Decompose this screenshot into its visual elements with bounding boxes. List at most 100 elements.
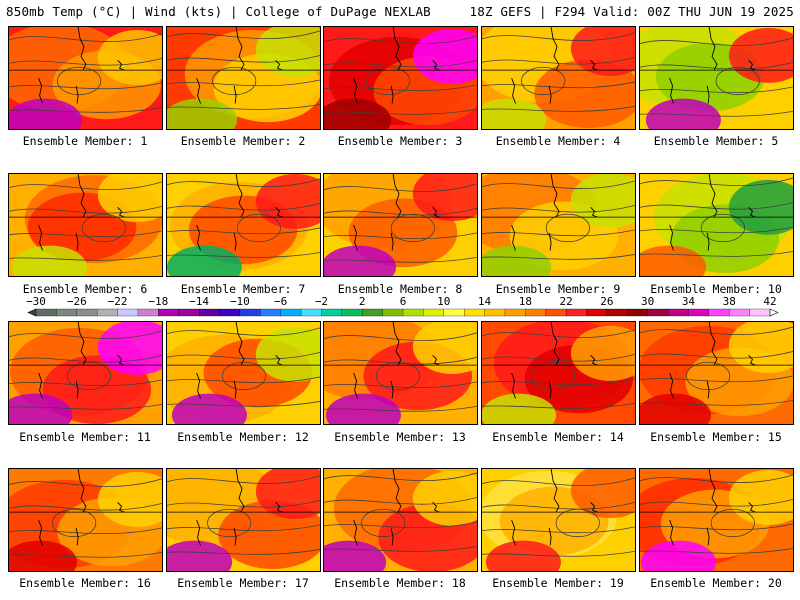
colorbar-swatch — [749, 308, 771, 317]
map-title: 850mb Temp (°C) | Wind (kts) | College o… — [6, 4, 431, 19]
temperature-map — [9, 174, 162, 276]
ensemble-member-label: Ensemble Member: 10 — [650, 282, 782, 296]
colorbar-swatch — [382, 308, 404, 317]
temperature-map — [9, 27, 162, 129]
ensemble-panel — [8, 468, 163, 572]
colorbar-tick-label: 38 — [723, 296, 736, 308]
ensemble-member-label: Ensemble Member: 5 — [653, 134, 779, 148]
ensemble-panel — [8, 173, 163, 277]
colorbar-swatch — [239, 308, 261, 317]
colorbar-tick-label: 2 — [359, 296, 366, 308]
colorbar-swatch — [97, 308, 119, 317]
ensemble-member-label: Ensemble Member: 16 — [19, 576, 151, 590]
colorbar-swatch — [362, 308, 384, 317]
temperature-map — [167, 27, 320, 129]
ensemble-member-label: Ensemble Member: 7 — [180, 282, 306, 296]
temperature-map — [640, 469, 793, 571]
colorbar-tick-label: 26 — [600, 296, 613, 308]
colorbar-tick-label: −2 — [315, 296, 328, 308]
colorbar-tick-label: −6 — [274, 296, 287, 308]
colorbar-tick-label: −18 — [148, 296, 168, 308]
ensemble-member-label: Ensemble Member: 9 — [495, 282, 621, 296]
ensemble-member-label: Ensemble Member: 13 — [334, 430, 466, 444]
ensemble-panel — [639, 173, 794, 277]
temperature-map — [9, 322, 162, 424]
ensemble-member-label: Ensemble Member: 14 — [492, 430, 624, 444]
ensemble-member-label: Ensemble Member: 2 — [180, 134, 306, 148]
colorbar-tick-label: −10 — [230, 296, 250, 308]
ensemble-panel — [8, 26, 163, 130]
colorbar-graphic: −30 −26 −22 −18 −14 −10 −6 −2 2 6 10 14 18 22 26 30 34 38… — [26, 296, 779, 317]
colorbar-swatch — [545, 308, 567, 317]
colorbar-swatch — [667, 308, 689, 317]
ensemble-member-label: Ensemble Member: 6 — [22, 282, 148, 296]
colorbar-swatch — [56, 308, 78, 317]
colorbar-swatch — [464, 308, 486, 317]
ensemble-member-label: Ensemble Member: 4 — [495, 134, 621, 148]
colorbar-swatch — [178, 308, 200, 317]
colorbar-swatch — [606, 308, 628, 317]
ensemble-panel — [8, 321, 163, 425]
colorbar-swatch — [300, 308, 322, 317]
colorbar-swatch — [647, 308, 669, 317]
temperature-map — [324, 174, 477, 276]
ensemble-member-label: Ensemble Member: 8 — [337, 282, 463, 296]
model-valid-time: 18Z GEFS | F294 Valid: 00Z THU JUN 19 20… — [469, 4, 794, 19]
colorbar-tick-label: 10 — [437, 296, 450, 308]
colorbar-swatch — [321, 308, 343, 317]
colorbar-tick-label: 30 — [641, 296, 654, 308]
temperature-map — [482, 174, 635, 276]
colorbar-tick-label: 34 — [682, 296, 696, 308]
temperature-map — [167, 469, 320, 571]
ensemble-panel — [166, 173, 321, 277]
colorbar-swatch — [423, 308, 445, 317]
ensemble-panel — [639, 26, 794, 130]
colorbar-tick-label: −22 — [108, 296, 128, 308]
colorbar-swatch — [219, 308, 241, 317]
colorbar-swatch — [627, 308, 649, 317]
colorbar-tick-label: −30 — [26, 296, 46, 308]
ensemble-panel — [481, 321, 636, 425]
ensemble-panel — [323, 321, 478, 425]
ensemble-panel — [481, 468, 636, 572]
colorbar-swatch — [484, 308, 506, 317]
colorbar-swatch — [158, 308, 180, 317]
temperature-map — [482, 469, 635, 571]
colorbar-swatch — [402, 308, 424, 317]
ensemble-member-label: Ensemble Member: 19 — [492, 576, 624, 590]
temperature-map — [482, 27, 635, 129]
temperature-map — [640, 174, 793, 276]
temperature-map — [167, 322, 320, 424]
colorbar-swatch — [260, 308, 282, 317]
ensemble-member-label: Ensemble Member: 17 — [177, 576, 309, 590]
ensemble-panel — [323, 26, 478, 130]
colorbar-swatch — [117, 308, 139, 317]
temperature-map — [482, 322, 635, 424]
ensemble-member-label: Ensemble Member: 12 — [177, 430, 309, 444]
colorbar-swatch — [525, 308, 547, 317]
colorbar-swatch — [565, 308, 587, 317]
ensemble-panel — [166, 468, 321, 572]
ensemble-member-label: Ensemble Member: 1 — [22, 134, 148, 148]
temperature-map — [324, 469, 477, 571]
ensemble-member-label: Ensemble Member: 20 — [650, 576, 782, 590]
colorbar-tick-label: −14 — [189, 296, 209, 308]
ensemble-panel — [481, 26, 636, 130]
colorbar-tick-label: 42 — [763, 296, 776, 308]
temperature-map — [167, 174, 320, 276]
ensemble-panel — [166, 26, 321, 130]
ensemble-panel — [323, 468, 478, 572]
ensemble-member-label: Ensemble Member: 11 — [19, 430, 151, 444]
colorbar-swatch — [586, 308, 608, 317]
ensemble-panel — [639, 468, 794, 572]
colorbar-swatch — [35, 308, 57, 317]
colorbar-tick-label: 14 — [478, 296, 492, 308]
colorbar-swatch — [341, 308, 363, 317]
colorbar-swatch — [504, 308, 526, 317]
ensemble-member-label: Ensemble Member: 15 — [650, 430, 782, 444]
temperature-map — [640, 322, 793, 424]
temperature-map — [324, 322, 477, 424]
colorbar-tick-label: 18 — [519, 296, 532, 308]
colorbar-tick-label: 6 — [400, 296, 407, 308]
colorbar-swatch — [708, 308, 730, 317]
